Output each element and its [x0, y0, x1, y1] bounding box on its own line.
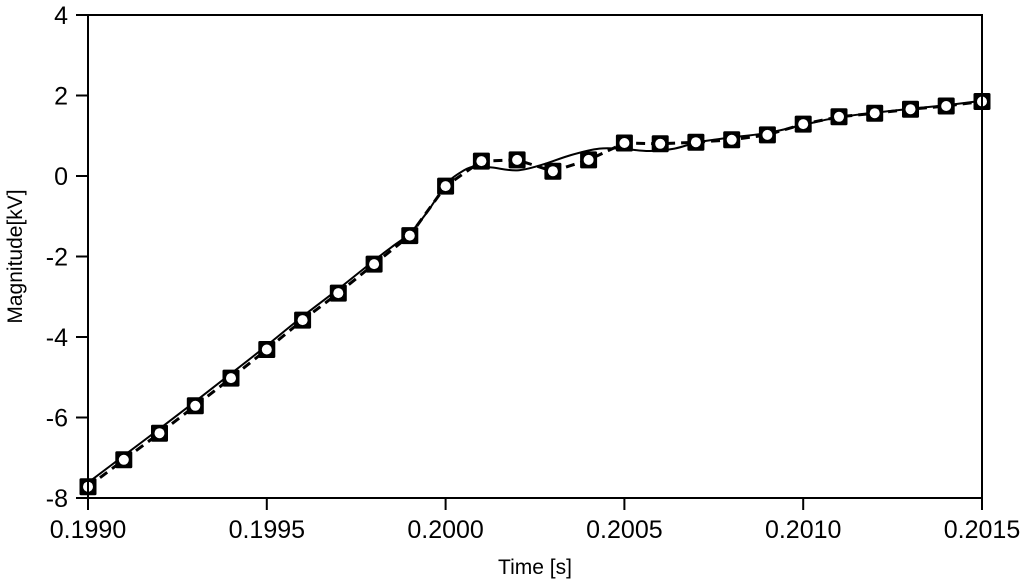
data-point-marker: [794, 115, 812, 133]
x-axis-label: Time [s]: [498, 556, 572, 579]
x-tick-label: 0.1990: [50, 516, 126, 544]
data-point-marker: [651, 135, 669, 153]
marker-circle-hole: [440, 181, 451, 192]
marker-circle-hole: [190, 400, 201, 411]
data-point-marker: [329, 284, 347, 302]
series-solid-line: [87, 99, 983, 484]
data-point-marker: [508, 151, 526, 169]
data-point-marker: [365, 255, 383, 273]
x-tick-label: 0.2015: [944, 516, 1020, 544]
marker-circle-hole: [834, 111, 844, 122]
series-dashed-line: [87, 100, 983, 488]
marker-circle-hole: [404, 230, 415, 241]
data-point-marker: [723, 131, 741, 149]
y-axis-label: Magnitude[kV]: [4, 189, 27, 323]
x-axis-ticks: 0.1990 0.1995 0.2000 0.2005 0.2010 0.2015: [50, 498, 1020, 544]
data-point-marker: [687, 133, 705, 151]
data-point-marker: [758, 126, 776, 144]
marker-circle-hole: [619, 138, 630, 148]
plot-frame: [87, 14, 983, 499]
marker-circle-hole: [476, 156, 487, 167]
data-point-marker: [437, 177, 455, 195]
data-point-marker: [866, 104, 884, 122]
y-tick-label: -6: [46, 405, 68, 433]
marker-circle-hole: [547, 166, 558, 177]
marker-circle-hole: [655, 138, 666, 149]
data-point-marker: [294, 311, 312, 329]
marker-circle-hole: [726, 134, 737, 145]
y-axis-ticks: 4 2 0 -2 -4 -6 -8: [46, 2, 88, 513]
data-point-marker: [258, 341, 276, 358]
data-point-marker: [472, 152, 490, 170]
x-tick-label: 0.1995: [229, 516, 305, 544]
x-tick-label: 0.2010: [765, 516, 841, 544]
marker-circle-hole: [369, 259, 380, 270]
data-point-marker: [544, 162, 562, 180]
data-point-marker: [615, 134, 633, 152]
marker-circle-hole: [512, 154, 523, 165]
y-tick-label: -8: [46, 485, 68, 513]
marker-circle-hole: [905, 104, 916, 115]
x-tick-label: 0.2005: [586, 516, 662, 544]
y-tick-label: -4: [46, 324, 68, 352]
marker-circle-hole: [226, 373, 236, 384]
series-markers: [79, 93, 991, 496]
marker-circle-hole: [297, 315, 308, 326]
marker-circle-hole: [690, 137, 701, 148]
marker-circle-hole: [869, 108, 880, 119]
marker-circle-hole: [583, 154, 594, 165]
x-tick-label: 0.2000: [407, 516, 483, 544]
data-point-marker: [830, 108, 848, 126]
marker-circle-hole: [118, 454, 129, 465]
y-tick-label: 2: [54, 83, 68, 111]
marker-circle-hole: [941, 101, 952, 111]
data-point-marker: [186, 397, 204, 415]
y-tick-label: 4: [54, 2, 68, 30]
marker-circle-hole: [154, 428, 165, 439]
marker-circle-hole: [261, 344, 272, 355]
data-point-marker: [580, 151, 598, 169]
data-point-marker: [937, 97, 955, 115]
data-point-marker: [222, 369, 240, 387]
data-point-marker: [151, 424, 168, 442]
marker-circle-hole: [762, 129, 773, 140]
data-point-marker: [401, 227, 419, 245]
y-tick-label: -2: [46, 244, 68, 272]
marker-circle-hole: [333, 288, 344, 299]
data-point-marker: [902, 100, 919, 118]
marker-circle-hole: [798, 119, 809, 130]
y-tick-label: 0: [54, 163, 68, 191]
data-point-marker: [115, 451, 133, 469]
